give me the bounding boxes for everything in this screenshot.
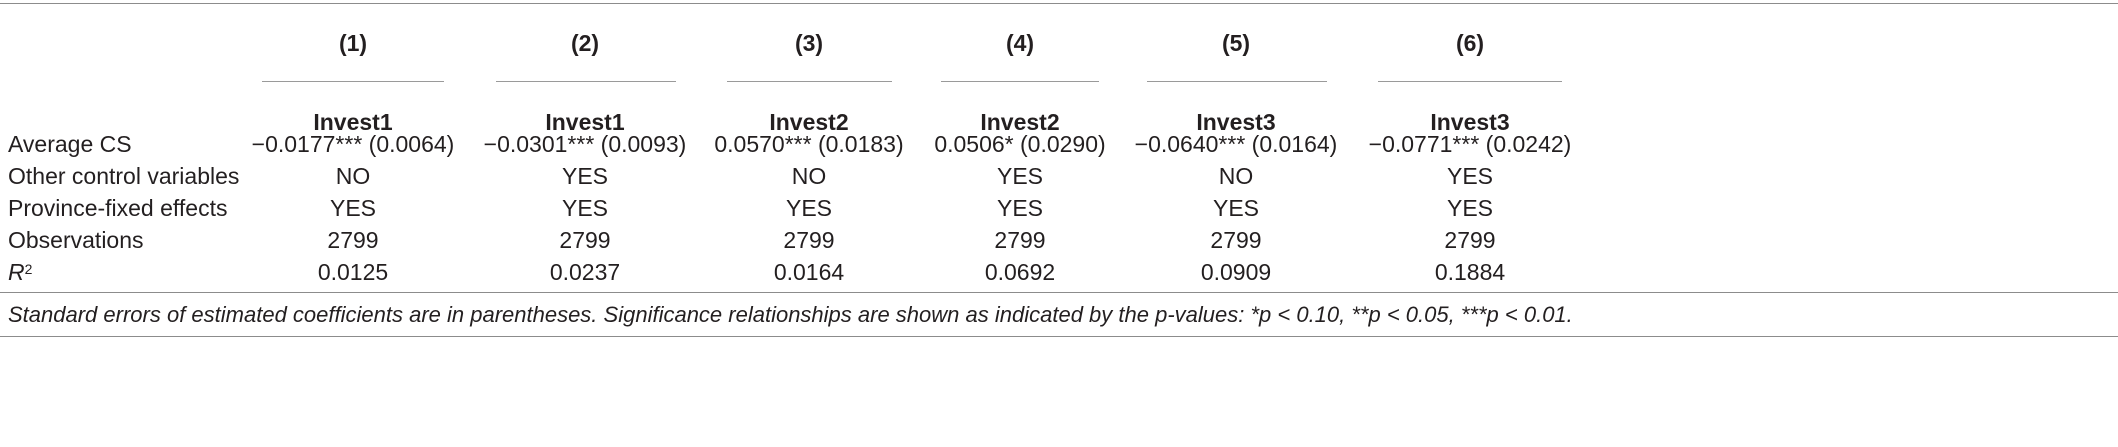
column-number-3: (3) — [794, 30, 824, 56]
column-number-4: (4) — [1005, 30, 1035, 56]
table-cell: NO — [335, 163, 371, 189]
row-label-r-squared: R2 — [8, 257, 32, 287]
column-rule-1 — [262, 81, 444, 82]
column-number-5: (5) — [1221, 30, 1251, 56]
table-cell: 0.0506* (0.0290) — [934, 131, 1106, 157]
table-bottom-rule — [0, 292, 2118, 293]
table-cell: YES — [996, 163, 1044, 189]
table-cell: 0.0909 — [1200, 259, 1272, 285]
table-cell: 0.0692 — [984, 259, 1056, 285]
table-cell: YES — [1212, 195, 1260, 221]
table-cell: 0.0125 — [317, 259, 389, 285]
table-cell: 2799 — [327, 227, 379, 253]
table-cell: YES — [785, 195, 833, 221]
column-rule-3 — [727, 81, 892, 82]
table-cell: YES — [996, 195, 1044, 221]
column-number-2: (2) — [570, 30, 600, 56]
column-variable-4: Invest2 — [980, 109, 1060, 135]
table-cell: 2799 — [559, 227, 611, 253]
table-cell: 2799 — [994, 227, 1046, 253]
table-cell: −0.0177*** (0.0064) — [251, 131, 455, 157]
table-cell: 2799 — [1444, 227, 1496, 253]
row-label-average-cs: Average CS — [8, 131, 132, 157]
row-label-province-fixed-effects: Province-fixed effects — [8, 195, 228, 221]
row-label-other-control-variables: Other control variables — [8, 163, 240, 189]
column-variable-5: Invest3 — [1196, 109, 1276, 135]
column-variable-1: Invest1 — [313, 109, 393, 135]
r-squared-exponent: 2 — [24, 261, 33, 277]
table-cell: 0.1884 — [1434, 259, 1506, 285]
table-cell: 2799 — [783, 227, 835, 253]
table-top-rule — [0, 3, 2118, 4]
table-cell: −0.0640*** (0.0164) — [1134, 131, 1338, 157]
column-rule-2 — [496, 81, 676, 82]
column-number-1: (1) — [338, 30, 368, 56]
footnote-rule — [0, 336, 2118, 337]
table-cell: YES — [561, 195, 609, 221]
table-cell: YES — [561, 163, 609, 189]
table-cell: −0.0301*** (0.0093) — [483, 131, 687, 157]
table-cell: NO — [791, 163, 827, 189]
table-cell: 0.0570*** (0.0183) — [714, 131, 904, 157]
table-footnote: Standard errors of estimated coefficient… — [8, 302, 1573, 327]
table-cell: NO — [1218, 163, 1254, 189]
table-cell: YES — [1446, 195, 1494, 221]
table-cell: −0.0771*** (0.0242) — [1368, 131, 1572, 157]
table-cell: 0.0164 — [773, 259, 845, 285]
row-label-observations: Observations — [8, 227, 144, 253]
column-number-6: (6) — [1455, 30, 1485, 56]
column-variable-2: Invest1 — [545, 109, 625, 135]
table-cell: 2799 — [1210, 227, 1262, 253]
column-rule-4 — [941, 81, 1099, 82]
column-variable-6: Invest3 — [1430, 109, 1510, 135]
column-rule-6 — [1378, 81, 1562, 82]
table-cell: 0.0237 — [549, 259, 621, 285]
column-rule-5 — [1147, 81, 1327, 82]
r-squared-base: R — [8, 259, 25, 285]
table-cell: YES — [1446, 163, 1494, 189]
table-cell: YES — [329, 195, 377, 221]
column-variable-3: Invest2 — [769, 109, 849, 135]
